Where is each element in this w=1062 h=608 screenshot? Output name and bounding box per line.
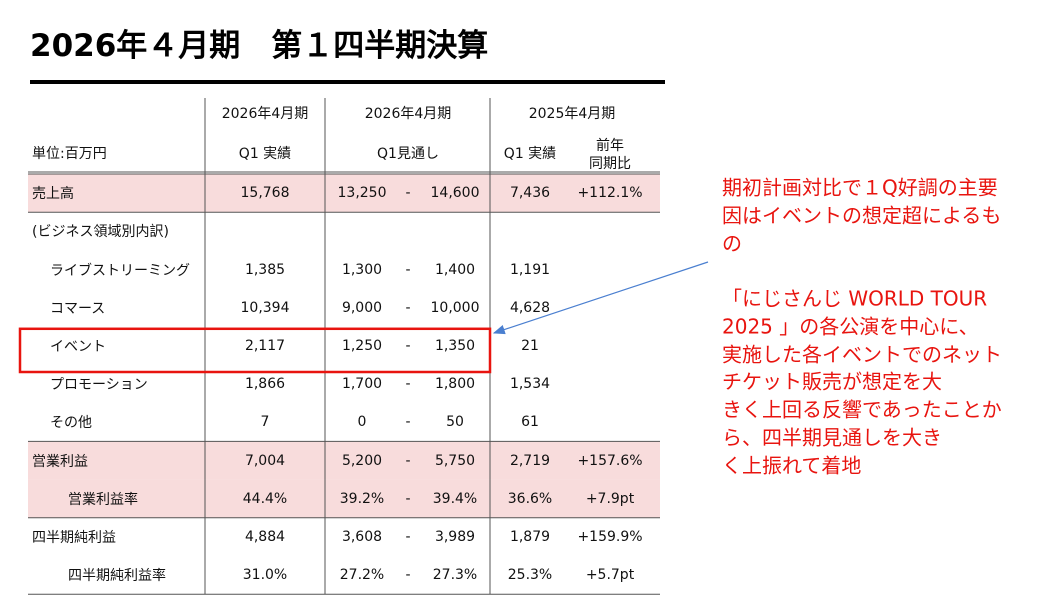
range-separator: -	[405, 414, 411, 431]
cell-value: 3,608	[341, 528, 383, 545]
row-label: 営業利益	[32, 453, 88, 470]
cell-value: 1,191	[509, 261, 551, 278]
cell-value: 7,436	[509, 185, 551, 202]
row-label: その他	[50, 415, 92, 432]
annotation-line: 2025 」の各公演を中心に、	[722, 314, 979, 339]
cell-value: 1,866	[244, 376, 286, 393]
cell-value: 13,250	[337, 185, 387, 202]
cell-value: +157.6%	[577, 452, 643, 469]
range-separator: -	[405, 185, 411, 202]
cell-value: 21	[521, 337, 539, 354]
cell-value: +5.7pt	[585, 567, 635, 584]
column-label: Q1 実績	[503, 146, 557, 162]
cell-value: 25.3%	[507, 567, 553, 584]
cell-value: 39.4%	[432, 490, 478, 507]
cell-value: 7,004	[244, 452, 286, 469]
annotation-line: きく上回る反響であったことか	[722, 397, 1002, 422]
cell-value: 7	[260, 414, 270, 431]
range-separator: -	[405, 452, 411, 469]
range-separator: -	[405, 261, 411, 278]
cell-value: 61	[521, 414, 539, 431]
column-period: 2026年4月期	[364, 106, 452, 122]
row-label: 売上高	[32, 186, 74, 203]
cell-value: 2,719	[509, 452, 551, 469]
row-label: (ビジネス領域別内訳)	[32, 224, 169, 241]
row-label: イベント	[50, 338, 106, 355]
row-label: ライブストリーミング	[50, 262, 190, 279]
slide-title: 2026年４月期 第１四半期決算	[30, 28, 489, 64]
cell-value: 1,879	[509, 528, 551, 545]
cell-value: 1,400	[434, 261, 476, 278]
row-shade	[28, 174, 660, 213]
annotation-line: ら、四半期見通しを大き	[722, 425, 942, 450]
cell-value: 4,628	[509, 299, 551, 316]
column-period: 2025年4月期	[528, 106, 616, 122]
annotation-line: 実施した各イベントでのネット	[722, 342, 1002, 367]
unit-label: 単位:百万円	[32, 146, 107, 162]
row-label: コマース	[50, 300, 106, 317]
row-label: 四半期純利益率	[68, 568, 166, 585]
cell-value: 4,884	[244, 528, 286, 545]
annotation-line: 期初計画対比で１Q好調の主要	[722, 175, 998, 200]
range-separator: -	[405, 567, 411, 584]
cell-value: 50	[446, 414, 464, 431]
cell-value: 1,250	[341, 337, 383, 354]
row-shade	[28, 479, 660, 518]
column-label: Q1見通し	[377, 146, 439, 162]
cell-value: 9,000	[341, 299, 383, 316]
cell-value: 27.3%	[432, 567, 478, 584]
row-label: 四半期純利益	[32, 529, 116, 546]
cell-value: 15,768	[240, 185, 290, 202]
column-period: 2026年4月期	[221, 106, 309, 122]
range-separator: -	[405, 490, 411, 507]
cell-value: 5,750	[434, 452, 476, 469]
row-label: 営業利益率	[68, 491, 138, 508]
row-label: プロモーション	[50, 377, 148, 394]
cell-value: 31.0%	[242, 567, 288, 584]
cell-value: 0	[357, 414, 367, 431]
cell-value: 5,200	[341, 452, 383, 469]
cell-value: 39.2%	[339, 490, 385, 507]
cell-value: 3,989	[434, 528, 476, 545]
cell-value: 10,000	[430, 299, 480, 316]
range-separator: -	[405, 337, 411, 354]
annotation-line: チケット販売が想定を大	[722, 369, 942, 394]
cell-value: +112.1%	[577, 185, 643, 202]
annotation-arrow	[492, 261, 709, 335]
cell-value: 2,117	[244, 337, 286, 354]
cell-value: 44.4%	[242, 490, 288, 507]
range-separator: -	[405, 299, 411, 316]
cell-value: 1,700	[341, 376, 383, 393]
cell-value: +7.9pt	[585, 490, 635, 507]
cell-value: 1,800	[434, 376, 476, 393]
annotation-line: く上振れて着地	[722, 453, 862, 478]
cell-value: 1,300	[341, 261, 383, 278]
annotation-line: 因はイベントの想定超によるも	[722, 203, 1002, 228]
cell-value: 1,534	[509, 376, 551, 393]
cell-value: +159.9%	[577, 528, 643, 545]
cell-value: 36.6%	[507, 490, 553, 507]
cell-value: 27.2%	[339, 567, 385, 584]
cell-value: 14,600	[430, 185, 480, 202]
column-label: 前年	[596, 138, 624, 154]
annotation-line: 「にじさんじ WORLD TOUR	[722, 286, 988, 311]
column-label: 同期比	[589, 156, 631, 172]
highlight-box	[18, 327, 492, 374]
cell-value: 10,394	[240, 299, 290, 316]
range-separator: -	[405, 376, 411, 393]
row-shade	[28, 441, 660, 480]
annotation-line: の	[722, 231, 742, 256]
cell-value: 1,385	[244, 261, 286, 278]
range-separator: -	[405, 528, 411, 545]
cell-value: 1,350	[434, 337, 476, 354]
column-label: Q1 実績	[238, 146, 292, 162]
